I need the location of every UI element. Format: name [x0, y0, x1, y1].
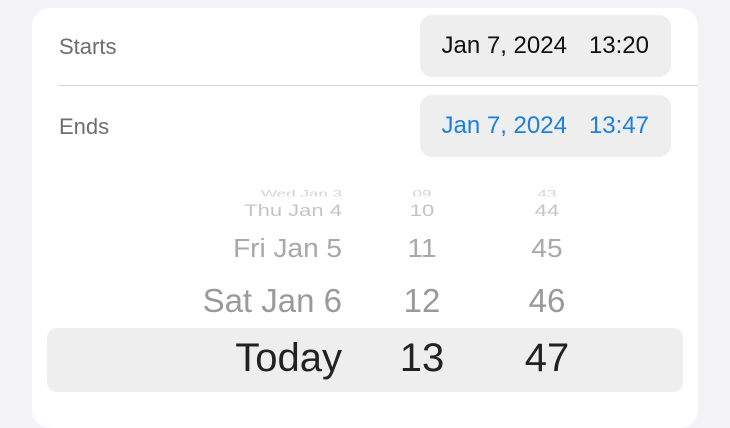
picker-selection-highlight: [47, 328, 683, 392]
day-option[interactable]: Thu Jan 4: [244, 201, 342, 220]
hour-selected[interactable]: 13: [399, 336, 445, 380]
minute-option[interactable]: 45: [531, 234, 563, 263]
ends-label: Ends: [59, 114, 110, 139]
starts-datetime-button[interactable]: Jan 7, 2024 13:20: [419, 15, 671, 77]
starts-date[interactable]: Jan 7, 2024: [441, 32, 567, 59]
starts-time[interactable]: 13:20: [588, 32, 649, 59]
day-option[interactable]: Sat Jan 6: [202, 282, 342, 319]
starts-label: Starts: [59, 34, 117, 59]
day-selected[interactable]: Today: [235, 336, 342, 380]
date-range-card: Starts Jan 7, 2024 13:20 Ends Jan 7, 202…: [32, 8, 698, 428]
hour-option[interactable]: 10: [409, 201, 435, 220]
divider: [59, 85, 698, 86]
minute-selected[interactable]: 47: [524, 336, 570, 380]
ends-row[interactable]: Ends Jan 7, 2024 13:47: [32, 88, 698, 166]
minute-option[interactable]: 44: [534, 201, 560, 220]
day-option[interactable]: Fri Jan 5: [233, 234, 342, 263]
starts-row[interactable]: Starts Jan 7, 2024 13:20: [32, 8, 698, 86]
hour-option[interactable]: 11: [407, 234, 437, 263]
ends-time[interactable]: 13:47: [588, 112, 649, 139]
minute-option[interactable]: 43: [537, 188, 557, 197]
ends-datetime-button[interactable]: Jan 7, 2024 13:47: [419, 95, 671, 157]
ends-date[interactable]: Jan 7, 2024: [441, 112, 567, 139]
hour-option[interactable]: 09: [412, 188, 432, 197]
day-option[interactable]: Wed Jan 3: [261, 188, 342, 197]
hour-option[interactable]: 12: [403, 282, 441, 319]
picker-row[interactable]: Wed Jan 3 09 43: [32, 188, 698, 196]
minute-option[interactable]: 46: [528, 282, 566, 319]
